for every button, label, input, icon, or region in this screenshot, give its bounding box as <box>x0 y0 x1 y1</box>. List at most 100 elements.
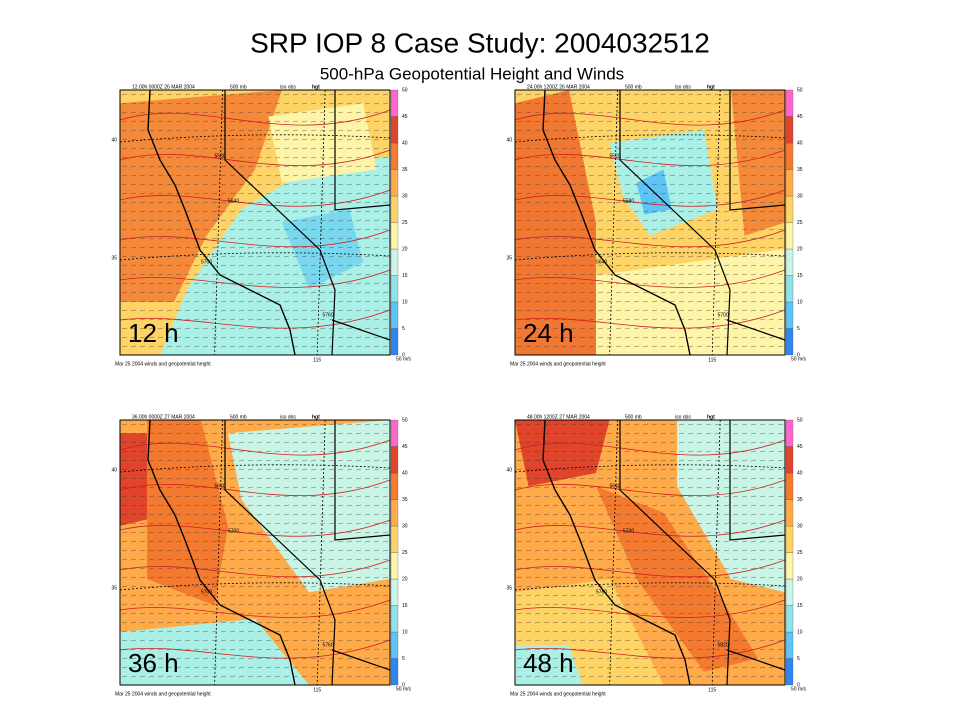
colorbar-cell <box>785 499 794 527</box>
colorbar-label: 10 <box>402 629 408 635</box>
lat-label: 40 <box>506 467 512 473</box>
height-contour <box>119 479 391 496</box>
contour-label: 5640 <box>596 260 607 266</box>
colorbar-cell <box>785 419 794 447</box>
colorbar-label: 25 <box>797 550 803 556</box>
lat-label: 40 <box>111 467 117 473</box>
lon-label: 115 <box>708 357 716 363</box>
colorbar-cell <box>390 605 399 633</box>
colorbar-cell <box>390 419 399 447</box>
lon-line <box>711 419 721 686</box>
panel-footer: Mar 25 2004 winds and geopotential heigh… <box>115 691 211 697</box>
colorbar-label: 10 <box>402 299 408 305</box>
colorbar-label: 30 <box>402 523 408 529</box>
colorbar-label: 15 <box>797 273 803 279</box>
map-panel: 5640 5700 5760 5820 40 35 115 48.00h 1200Z 27 M… <box>506 414 806 697</box>
panel-header-time: 12.00h 0000Z 26 MAR 2004 <box>132 84 195 90</box>
colorbar-label: 35 <box>402 497 408 503</box>
lead-time-label: 24 h <box>523 318 574 348</box>
panel-header-level: 500 mb <box>625 84 642 90</box>
colorbar-cell <box>785 169 794 197</box>
colorbar-cell <box>390 301 399 329</box>
height-contour <box>514 309 786 329</box>
colorbar-cell <box>390 552 399 580</box>
coastline <box>542 419 691 686</box>
colorbar-cell <box>390 248 399 276</box>
panel-header-level: 500 mb <box>230 84 247 90</box>
colorbar-cell <box>785 605 794 633</box>
contour-label: 5760 <box>596 590 607 596</box>
height-contour <box>514 189 786 207</box>
map-frame <box>514 89 786 356</box>
colorbar-label: 40 <box>402 470 408 476</box>
colorbar-cell <box>785 116 794 144</box>
panel-header-obs: iso obs <box>280 414 296 420</box>
lon-line <box>316 89 326 356</box>
colorbar-cell <box>390 658 399 686</box>
colorbar-label: 45 <box>402 114 408 120</box>
panel-header-field: hgt <box>312 414 320 420</box>
colorbar-cell <box>785 195 794 223</box>
panel-footer: Mar 25 2004 winds and geopotential heigh… <box>115 361 211 367</box>
vector-units: 50 m/s <box>791 356 807 362</box>
coastline <box>147 419 296 686</box>
lat-label: 40 <box>111 137 117 143</box>
contour-label: 5580 <box>215 154 226 160</box>
height-contour <box>514 269 786 288</box>
colorbar-cell <box>390 89 399 117</box>
colorbar-cell <box>390 169 399 197</box>
panel-header-field: hgt <box>707 414 715 420</box>
panel-header-obs: iso obs <box>675 414 691 420</box>
colorbar-cell <box>785 328 794 356</box>
slide-subtitle: 500-hPa Geopotential Height and Winds <box>320 64 624 83</box>
lead-time-label: 48 h <box>523 648 574 678</box>
height-contour <box>514 479 786 496</box>
height-contour <box>119 519 391 537</box>
colorbar-cell <box>785 275 794 303</box>
state-border <box>224 420 336 686</box>
vector-units: 50 m/s <box>396 356 412 362</box>
colorbar-cell <box>390 222 399 250</box>
wind-vectors <box>515 420 785 685</box>
colorbar-cell <box>390 195 399 223</box>
panel-header-obs: iso obs <box>675 84 691 90</box>
vector-units: 50 m/s <box>396 686 412 692</box>
lon-line <box>609 89 618 356</box>
colorbar-label: 5 <box>402 656 405 662</box>
colorbar-label: 5 <box>402 326 405 332</box>
slide-title: SRP IOP 8 Case Study: 2004032512 <box>250 27 710 58</box>
panel-footer: Mar 25 2004 winds and geopotential heigh… <box>510 361 606 367</box>
colorbar-label: 20 <box>402 576 408 582</box>
height-contour <box>514 559 786 578</box>
map-panel: 5640 5700 5700 5760 40 35 115 36.00h 0000Z 27 M… <box>111 414 411 697</box>
colorbar-label: 0 <box>797 682 800 688</box>
lon-label: 115 <box>313 357 321 363</box>
colorbar-label: 50 <box>402 417 408 423</box>
panel-header-field: hgt <box>707 84 715 90</box>
colorbar-label: 25 <box>402 550 408 556</box>
height-contour <box>514 639 786 659</box>
colorbar-label: 20 <box>797 246 803 252</box>
height-contour <box>514 229 786 248</box>
colorbar-label: 5 <box>797 656 800 662</box>
contour-label: 5640 <box>228 199 239 205</box>
colorbar-cell <box>785 89 794 117</box>
lon-label: 115 <box>313 687 321 693</box>
map-frame <box>514 419 786 686</box>
colorbar-label: 25 <box>402 220 408 226</box>
height-contour <box>119 109 391 126</box>
colorbar-label: 40 <box>402 140 408 146</box>
contour-label: 5700 <box>201 590 212 596</box>
colorbar-label: 15 <box>402 273 408 279</box>
panel-header-level: 500 mb <box>230 414 247 420</box>
colorbar-cell <box>785 446 794 474</box>
colorbar-label: 0 <box>402 352 405 358</box>
panel-header-field: hgt <box>312 84 320 90</box>
colorbar-label: 50 <box>797 417 803 423</box>
contour-label: 5520 <box>610 154 621 160</box>
colorbar-cell <box>390 328 399 356</box>
colorbar-cell <box>390 631 399 659</box>
lead-time-label: 36 h <box>128 648 179 678</box>
colorbar-label: 30 <box>402 193 408 199</box>
map-frame <box>119 419 391 686</box>
